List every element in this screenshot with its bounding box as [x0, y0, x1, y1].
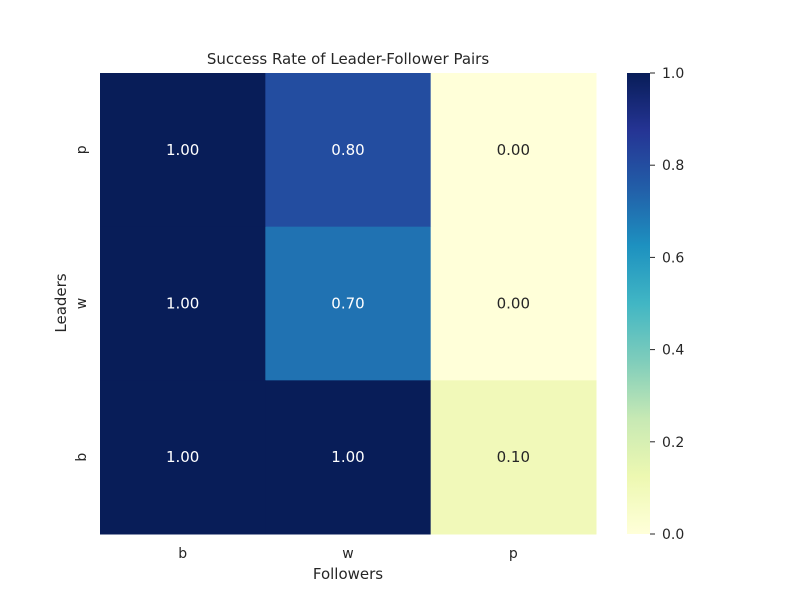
cell-value-label: 0.00: [497, 141, 530, 159]
heatmap-cell: [100, 73, 266, 228]
cell-value-label: 1.00: [331, 448, 364, 466]
x-axis-label: Followers: [313, 565, 383, 583]
cell-value-label: 0.70: [331, 295, 364, 313]
cell-value-label: 0.10: [497, 448, 530, 466]
cell-value-label: 0.00: [497, 295, 530, 313]
heatmap-cell: [430, 73, 597, 228]
colorbar-tick-label: 0.6: [662, 250, 684, 266]
x-tick-label: w: [342, 546, 353, 562]
heatmap-cells: [100, 73, 597, 535]
y-tick-label: b: [74, 453, 90, 462]
chart-title: Success Rate of Leader-Follower Pairs: [207, 50, 490, 68]
cell-value-label: 1.00: [166, 141, 199, 159]
x-tick-label: b: [178, 546, 187, 562]
y-tick-label: p: [74, 145, 90, 154]
cell-value-label: 1.00: [166, 295, 199, 313]
x-tick-label: p: [509, 546, 518, 562]
heatmap-cell: [100, 380, 266, 535]
colorbar-tick-label: 1.0: [662, 66, 684, 82]
heatmap-cell-labels: 1.00 0.80 0.00 1.00 0.70 0.00 1.00 1.00 0.10: [166, 141, 530, 466]
cell-value-label: 0.80: [331, 141, 364, 159]
y-tick-label: w: [74, 298, 90, 309]
colorbar: [627, 73, 650, 534]
colorbar-tick-label: 0.0: [662, 527, 684, 543]
heatmap-cell: [265, 73, 432, 228]
colorbar-tick-label: 0.8: [662, 158, 684, 174]
heatmap-cell: [430, 380, 597, 535]
colorbar-tick-label: 0.2: [662, 435, 684, 451]
heatmap-cell: [430, 226, 597, 381]
y-axis-ticks: p w b: [74, 145, 90, 461]
heatmap-cell: [265, 226, 432, 381]
heatmap-cell: [100, 226, 266, 381]
heatmap-cell: [265, 380, 432, 535]
colorbar-tick-label: 0.4: [662, 343, 684, 359]
colorbar-ticks: 0.0 0.2 0.4 0.6 0.8 1.0: [650, 66, 684, 543]
y-axis-label: Leaders: [52, 273, 70, 332]
cell-value-label: 1.00: [166, 448, 199, 466]
